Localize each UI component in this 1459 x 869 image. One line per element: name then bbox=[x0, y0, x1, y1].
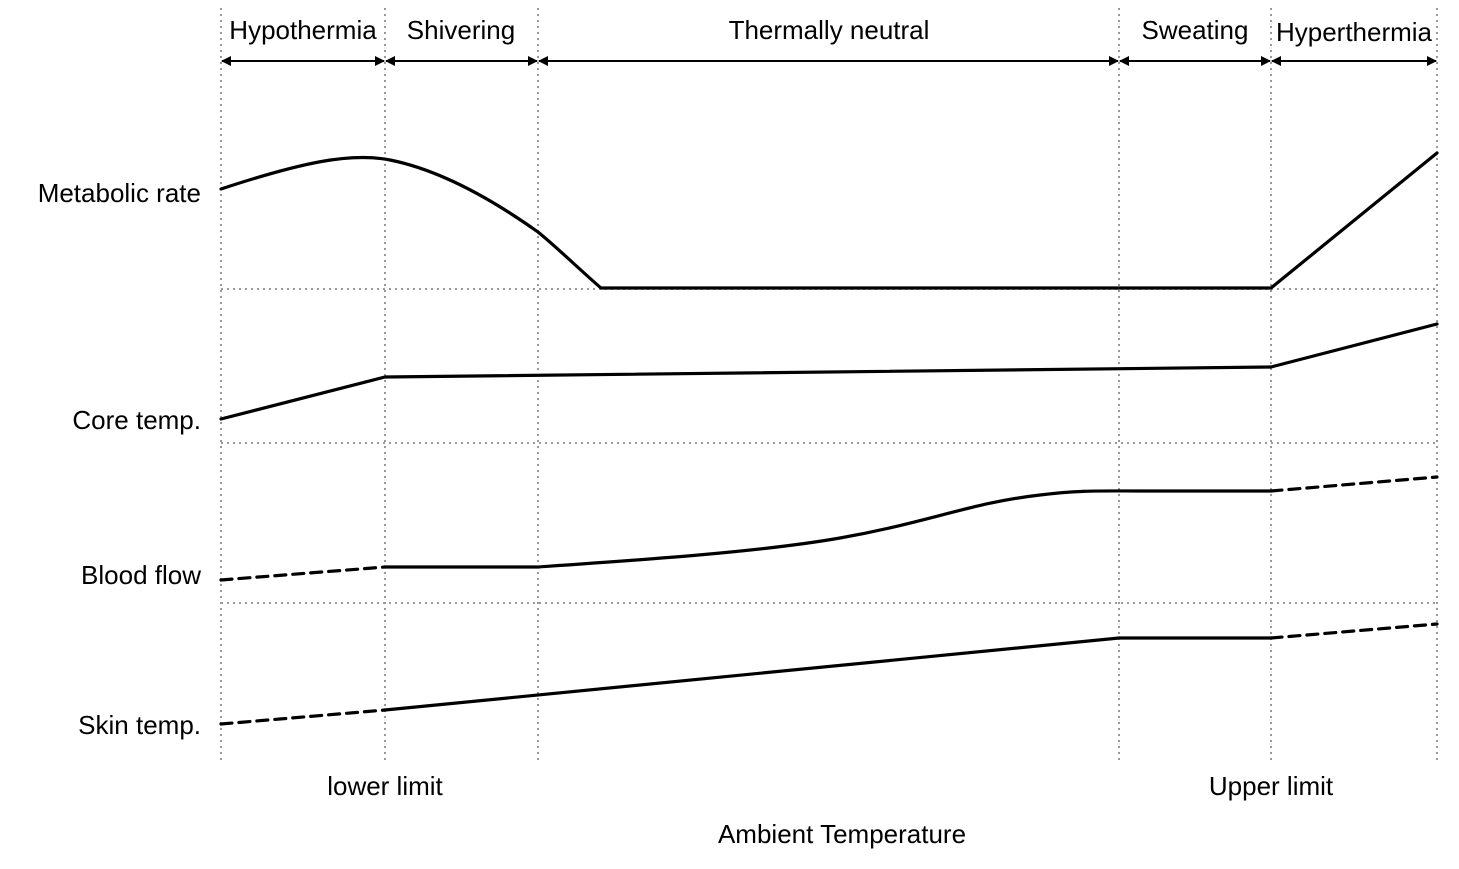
row-label-skin-temp: Skin temp. bbox=[78, 710, 201, 740]
lower-limit-label: lower limit bbox=[327, 771, 443, 801]
blood-flow-curve-dashed-high bbox=[1269, 475, 1439, 493]
row-separators bbox=[221, 288, 1437, 604]
x-axis-label: Ambient Temperature bbox=[718, 819, 966, 849]
upper-limit-label: Upper limit bbox=[1209, 771, 1334, 801]
row-label-core-temp: Core temp. bbox=[72, 405, 201, 435]
curves bbox=[219, 151, 1439, 726]
zone-label-hypothermia: Hypothermia bbox=[229, 15, 377, 45]
skin-temp-curve bbox=[383, 636, 1273, 712]
skin-temp-curve-dashed-high bbox=[1269, 622, 1439, 640]
zone-label-hyperthermia: Hyperthermia bbox=[1276, 17, 1433, 47]
zone-labels: Hypothermia Shivering Thermally neutral … bbox=[229, 15, 1432, 47]
zone-boundaries bbox=[220, 8, 1438, 760]
zone-label-thermally-neutral: Thermally neutral bbox=[729, 15, 930, 45]
core-temp-curve bbox=[219, 322, 1439, 421]
zone-label-shivering: Shivering bbox=[407, 15, 515, 45]
blood-flow-curve bbox=[383, 489, 1273, 569]
row-labels: Metabolic rate Core temp. Blood flow Ski… bbox=[38, 178, 202, 740]
blood-flow-curve-dashed-low bbox=[219, 565, 387, 582]
metabolic-rate-curve bbox=[219, 151, 1439, 290]
row-label-metabolic-rate: Metabolic rate bbox=[38, 178, 201, 208]
skin-temp-curve-dashed-low bbox=[219, 708, 387, 726]
row-label-blood-flow: Blood flow bbox=[81, 560, 201, 590]
zone-label-sweating: Sweating bbox=[1142, 15, 1249, 45]
